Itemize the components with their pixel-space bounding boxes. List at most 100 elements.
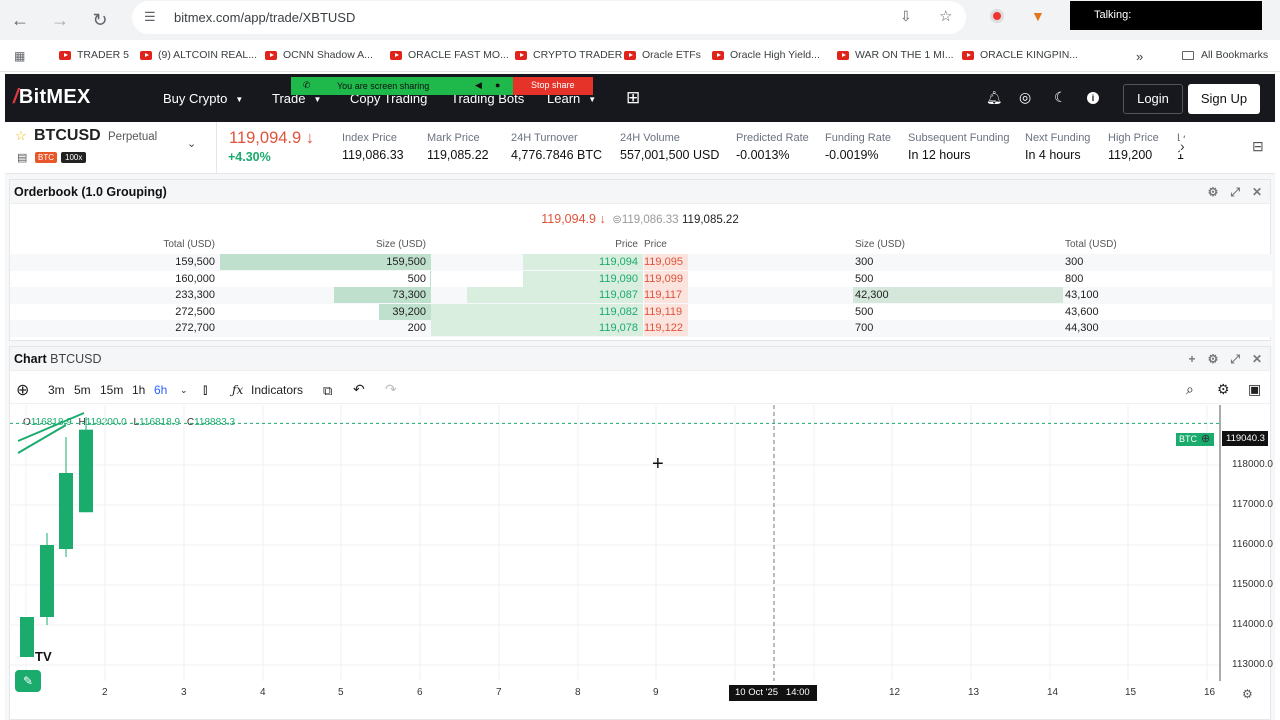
document-icon[interactable]: ▤ xyxy=(17,152,28,164)
orderbook-row[interactable]: 159,500 159,500 119,094 119,095 300 300 xyxy=(10,254,1272,271)
redo-icon[interactable]: ↷ xyxy=(385,381,397,397)
bell-icon[interactable]: 🔔︎ xyxy=(986,90,1003,105)
install-app-icon[interactable]: ⇩ xyxy=(900,8,912,24)
y-tick-label: 116000.0 xyxy=(1232,539,1273,550)
youtube-icon xyxy=(624,50,636,60)
favorite-star-icon[interactable]: ☆ xyxy=(15,128,27,143)
share-banner-text: You are screen sharing xyxy=(337,81,430,91)
chart-panel: Chart BTCUSD + ⚙ ⤢ ✕ ⊕ 3m 5m 15m 1h 6h ⌄ ⫾ … xyxy=(9,346,1273,720)
bookmark-item[interactable]: (9) ALTCOIN REAL... xyxy=(140,49,257,61)
extension-icon[interactable] xyxy=(990,9,1004,23)
add-indicator-icon[interactable]: ⊕ xyxy=(16,382,30,399)
candle-body xyxy=(20,617,34,657)
timeframe-5m[interactable]: 5m xyxy=(74,383,91,397)
undo-icon[interactable]: ↶ xyxy=(353,381,365,397)
chart-symbol: BTCUSD xyxy=(50,352,102,366)
address-bar[interactable]: ☰ bitmex.com/app/trade/XBTUSD ⇩ ☆ xyxy=(132,1,966,34)
ohlc-o-label: O xyxy=(23,417,31,428)
x-tick-label: 14 xyxy=(1047,687,1059,698)
bookmark-item[interactable]: ORACLE KINGPIN... xyxy=(962,49,1078,61)
all-bookmarks-label: All Bookmarks xyxy=(1201,49,1269,61)
add-alert-icon[interactable]: ⊕ xyxy=(1201,433,1211,445)
layout-icon[interactable]: ⊟ xyxy=(1252,138,1264,154)
bitmex-logo[interactable]: /BitMEX xyxy=(13,86,91,109)
forward-icon[interactable]: → xyxy=(51,9,69,30)
bookmark-item[interactable]: Oracle ETFs xyxy=(624,49,701,61)
orderbook-panel: Orderbook (1.0 Grouping) ⚙ ⤢ ✕ 119,094.9 ↓… xyxy=(9,179,1272,341)
symbol-name[interactable]: BTCUSD xyxy=(34,127,101,144)
gear-icon[interactable]: ⚙ xyxy=(1207,352,1219,366)
gear-icon[interactable]: ⚙ xyxy=(1207,185,1219,199)
metamask-icon[interactable]: ▼ xyxy=(1031,8,1045,24)
moon-icon[interactable]: ☾ xyxy=(1054,89,1067,105)
youtube-icon xyxy=(712,50,724,60)
add-icon[interactable]: + xyxy=(1188,352,1196,366)
orderbook-row[interactable]: 272,500 39,200 119,082 119,119 500 43,600 xyxy=(10,303,1272,321)
edit-pencil-icon[interactable]: ✎ xyxy=(15,670,41,692)
header-size: Size (USD) xyxy=(855,239,906,250)
login-button[interactable]: Login xyxy=(1123,84,1183,114)
orderbook-row[interactable]: 160,000 500 119,090 119,099 500 800 xyxy=(10,270,1272,288)
ohlc-high: 119200.0 xyxy=(85,417,127,428)
bookmark-star-icon[interactable]: ☆ xyxy=(939,8,953,25)
settings-icon[interactable]: ⚙ xyxy=(1217,381,1230,397)
bookmark-item[interactable]: CRYPTO TRADER xyxy=(515,49,622,61)
back-icon[interactable]: ← xyxy=(11,9,29,30)
orderbook-row[interactable]: 272,700 200 119,078 119,122 700 44,300 xyxy=(10,320,1272,337)
talking-overlay: Talking: xyxy=(1070,1,1262,30)
tradingview-logo-icon[interactable]: TV xyxy=(35,649,52,664)
apps-grid-icon[interactable]: ▦ xyxy=(14,49,26,63)
expand-icon[interactable]: ⤢ xyxy=(1230,185,1240,199)
bookmark-label: Oracle High Yield... xyxy=(730,49,820,61)
nav-buy-crypto[interactable]: Buy Crypto ▼ xyxy=(163,91,243,106)
orderbook-row[interactable]: 233,300 73,300 119,087 119,117 42,300 43,100 xyxy=(10,287,1272,304)
zoom-icon[interactable]: ⌕ xyxy=(1186,381,1194,397)
apps-grid-icon[interactable]: ⊞ xyxy=(626,88,641,107)
bookmark-item[interactable]: TRADER 5 xyxy=(59,49,129,61)
timeframe-1h[interactable]: 1h xyxy=(132,383,146,397)
candle-body xyxy=(59,473,73,549)
axis-settings-icon[interactable]: ⚙ xyxy=(1242,687,1253,701)
bookmark-item[interactable]: WAR ON THE 1 MI... xyxy=(837,49,954,61)
stat-next-funding: Next Funding In 4 hours xyxy=(1025,132,1090,162)
stop-share-button[interactable]: Stop share xyxy=(513,77,593,95)
ask-price-bg xyxy=(644,270,688,287)
ask-price: 119,119 xyxy=(644,305,683,318)
header-size: Size (USD) xyxy=(375,239,426,250)
chevron-down-icon[interactable]: ⌄ xyxy=(187,138,197,150)
bid-depth-bar xyxy=(431,303,643,320)
ohlc-l-label: L xyxy=(133,417,140,428)
timeframe-15m[interactable]: 15m xyxy=(100,383,124,397)
bookmark-label: Oracle ETFs xyxy=(642,49,701,61)
globe-icon[interactable]: ◎ xyxy=(1019,89,1032,105)
camera-icon[interactable]: ▣ xyxy=(1248,381,1262,397)
info-icon[interactable]: i xyxy=(1087,92,1099,104)
stat-subsequent-funding: Subsequent Funding In 12 hours xyxy=(908,132,1010,162)
bookmark-item[interactable]: ORACLE FAST MO... xyxy=(390,49,509,61)
timeframe-3m[interactable]: 3m xyxy=(48,383,65,397)
stat-value: 1 xyxy=(1177,148,1184,162)
popout-icon[interactable]: ⧉ xyxy=(323,383,333,398)
expand-icon[interactable]: ⤢ xyxy=(1230,352,1240,366)
orderbook-title: Orderbook (1.0 Grouping) xyxy=(14,185,167,199)
timeframe-6h[interactable]: 6h xyxy=(154,383,168,397)
chevron-down-icon[interactable]: ⌄ xyxy=(180,385,188,395)
caret-down-icon: ▼ xyxy=(235,95,244,104)
all-bookmarks-button[interactable]: All Bookmarks xyxy=(1182,49,1268,61)
close-icon[interactable]: ✕ xyxy=(1251,352,1262,366)
stat-label: Subsequent Funding xyxy=(908,132,1010,144)
more-bookmarks-icon[interactable]: » xyxy=(1136,49,1144,64)
stat-value: -0.0019% xyxy=(825,148,879,162)
signup-button[interactable]: Sign Up xyxy=(1188,84,1260,114)
bid-size: 200 xyxy=(407,322,426,335)
fx-icon[interactable]: ƒx xyxy=(232,383,244,397)
bookmark-item[interactable]: OCNN Shadow A... xyxy=(265,49,373,61)
close-icon[interactable]: ✕ xyxy=(1251,185,1262,199)
indicators-button[interactable]: Indicators xyxy=(251,383,304,397)
bookmark-item[interactable]: Oracle High Yield... xyxy=(712,49,820,61)
site-settings-icon[interactable]: ☰ xyxy=(144,9,156,24)
price-chart[interactable] xyxy=(10,405,1272,697)
chevron-right-icon[interactable]: › xyxy=(1180,138,1185,154)
reload-icon[interactable]: ↻ xyxy=(92,9,108,30)
candles-icon[interactable]: ⫾ xyxy=(203,381,208,397)
